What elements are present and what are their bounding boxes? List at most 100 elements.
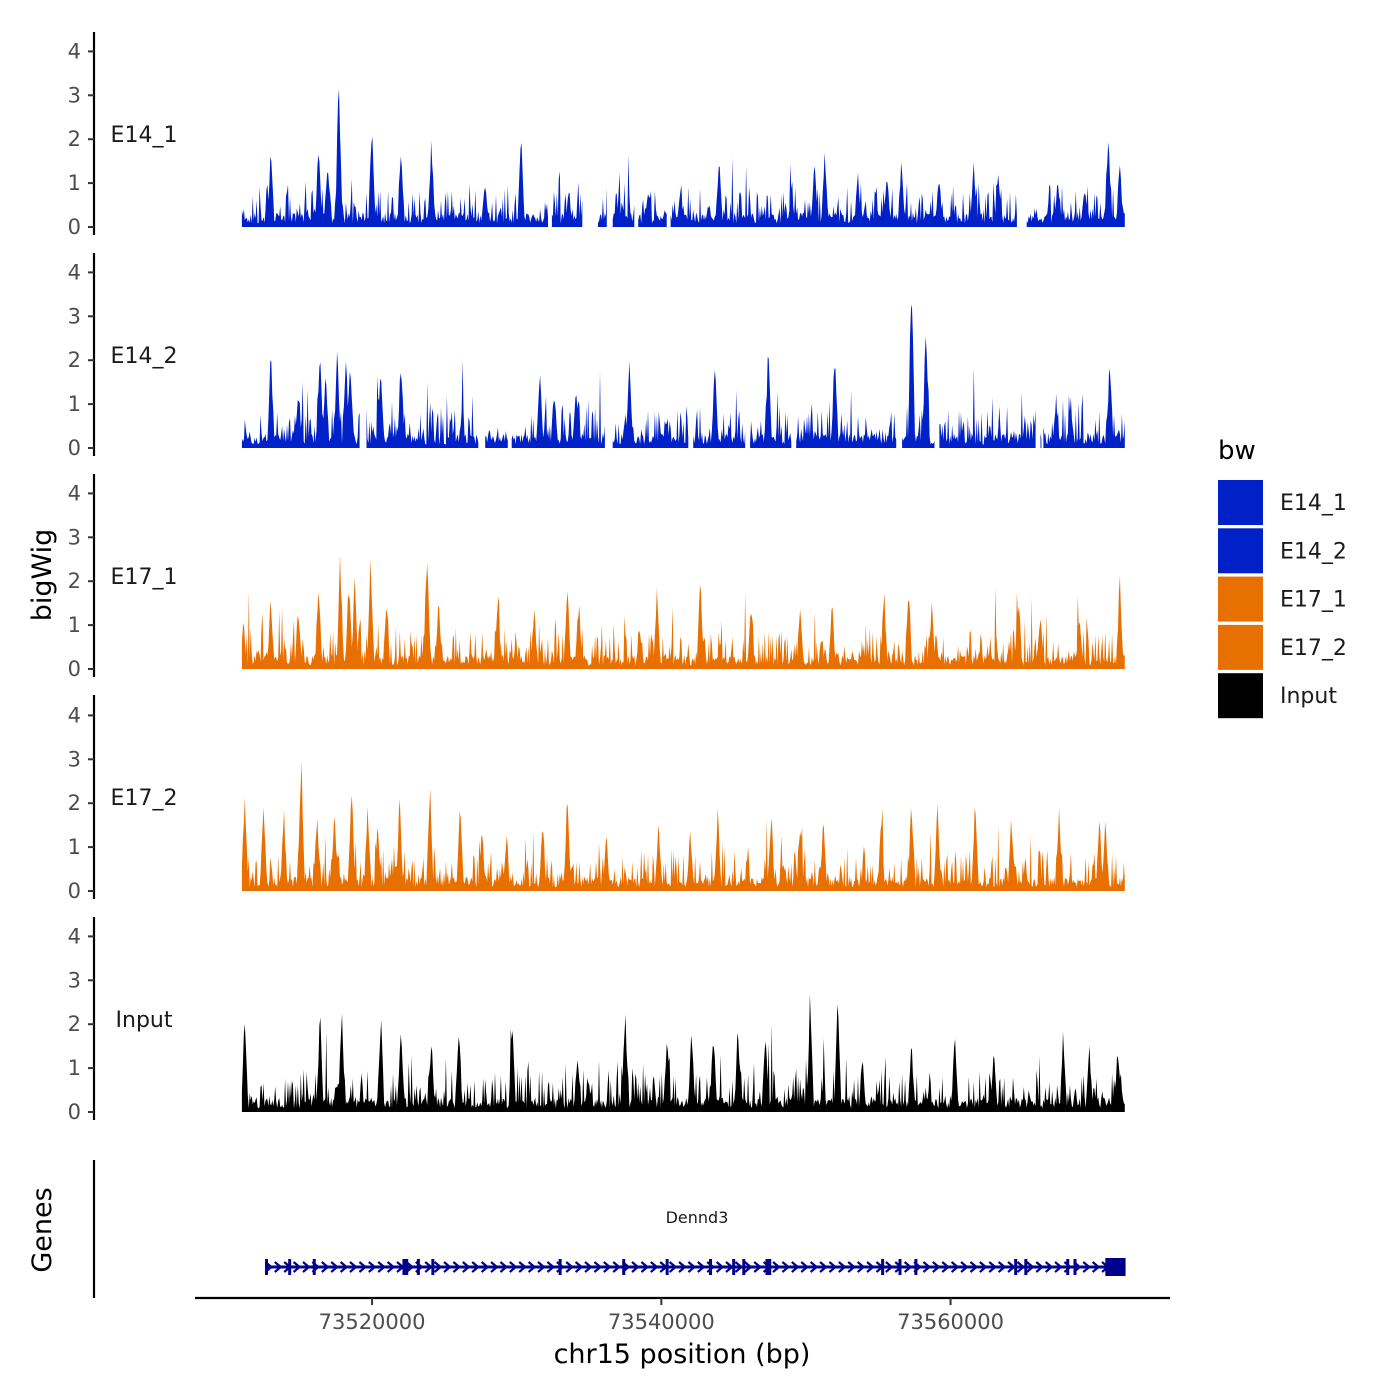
strand-arrow [452, 1261, 462, 1273]
legend-key [1218, 528, 1263, 574]
y-tick-label: 1 [68, 1056, 81, 1080]
strand-arrow [979, 1261, 988, 1273]
legend: bw E14_1 E14_2 E17_1 E17_2 Input [1218, 436, 1347, 719]
y-tick-label: 3 [68, 304, 81, 328]
track-input: 0 1 2 3 4 Input [68, 917, 1125, 1124]
gene-exon [665, 1259, 669, 1275]
gene-exon [1105, 1258, 1126, 1276]
coverage-area [612, 361, 689, 448]
y-tick-label: 2 [68, 569, 81, 593]
coverage-area [693, 370, 746, 448]
y-tick-label: 2 [68, 348, 81, 372]
strand-arrow [791, 1261, 800, 1273]
strand-arrow [856, 1261, 866, 1273]
track-e14-1: 0 1 2 3 4 E14_1 [68, 32, 1125, 239]
strand-arrow [377, 1261, 386, 1273]
gene-exon [402, 1259, 409, 1275]
y-tick-label: 4 [68, 39, 81, 63]
strand-arrow [349, 1261, 358, 1273]
x-axis: 73520000 73540000 73560000 [195, 1296, 1170, 1334]
strand-arrow [678, 1261, 687, 1273]
coverage-area [1043, 368, 1125, 448]
strand-arrow [950, 1261, 960, 1273]
strand-arrow [866, 1261, 875, 1273]
strand-arrow [499, 1261, 509, 1273]
y-tick-label: 2 [68, 791, 81, 815]
y-tick-label: 4 [68, 924, 81, 948]
legend-key [1218, 576, 1263, 622]
strand-arrow [997, 1261, 1007, 1273]
y-tick-label: 0 [68, 215, 81, 239]
strand-arrow [1016, 1261, 1026, 1273]
strand-arrow [744, 1261, 753, 1273]
gene-exon [1073, 1259, 1077, 1275]
strand-arrow [885, 1261, 894, 1273]
strand-arrow [969, 1261, 979, 1273]
strand-arrow [922, 1261, 932, 1273]
gene-exon [431, 1259, 435, 1275]
coverage-tracks: 0 1 2 3 4 E14_1 0 1 2 3 4 E14_2 0 1 2 3 4 E17_1 0 1 2 3 4 E17_2… [68, 32, 1125, 1124]
strand-arrow [321, 1261, 330, 1273]
strand-arrow [386, 1261, 396, 1273]
track-label: Input [116, 1008, 173, 1033]
strand-arrow [734, 1261, 744, 1273]
strand-arrow [1035, 1261, 1044, 1273]
y-tick-label: 1 [68, 392, 81, 416]
track-e17-1: 0 1 2 3 4 E17_1 [68, 474, 1125, 681]
strand-arrow [546, 1261, 556, 1273]
coverage-area [485, 427, 508, 448]
x-tick-label: 73560000 [897, 1310, 1004, 1334]
y-tick-label: 2 [68, 127, 81, 151]
strand-arrow [462, 1261, 471, 1273]
strand-arrow [1044, 1261, 1054, 1273]
strand-arrow [781, 1261, 791, 1273]
strand-arrow [753, 1261, 762, 1273]
coverage-area [551, 171, 583, 227]
strand-arrow [480, 1261, 490, 1273]
gene-exon [312, 1259, 316, 1275]
x-axis-title: chr15 position (bp) [554, 1339, 811, 1370]
strand-arrow [941, 1261, 950, 1273]
strand-arrow [640, 1261, 650, 1273]
legend-label: E17_2 [1280, 636, 1347, 661]
track-e14-2: 0 1 2 3 4 E14_2 [68, 253, 1125, 460]
strand-arrow [988, 1261, 997, 1273]
strand-arrow [292, 1261, 302, 1273]
y-tick-label: 0 [68, 1100, 81, 1124]
y-tick-label: 3 [68, 968, 81, 992]
legend-label: E14_1 [1280, 491, 1347, 516]
y-tick-label: 1 [68, 613, 81, 637]
strand-arrow [509, 1261, 518, 1273]
strand-arrow [424, 1261, 433, 1273]
legend-key [1218, 480, 1263, 525]
coverage-area [241, 554, 1125, 669]
legend-key [1218, 673, 1263, 719]
strand-arrow [800, 1261, 809, 1273]
strand-arrow [565, 1261, 574, 1273]
strand-arrow [828, 1261, 838, 1273]
gene-name: Dennd3 [666, 1208, 729, 1227]
legend-label: Input [1280, 684, 1337, 709]
strand-arrow [527, 1261, 537, 1273]
strand-arrow [772, 1261, 781, 1273]
gene-exon [881, 1259, 885, 1275]
strand-arrow [960, 1261, 969, 1273]
strand-arrow [715, 1261, 725, 1273]
y-tick-label: 4 [68, 703, 81, 727]
coverage-area [511, 371, 605, 448]
gene-exon [288, 1259, 292, 1275]
y-tick-label: 1 [68, 171, 81, 195]
y-tick-label: 3 [68, 525, 81, 549]
legend-label: E14_2 [1280, 539, 1347, 564]
strand-arrow [697, 1261, 706, 1273]
coverage-area [1040, 433, 1042, 448]
strand-arrow [574, 1261, 584, 1273]
track-e17-2: 0 1 2 3 4 E17_2 [68, 695, 1125, 903]
strand-arrow [903, 1261, 913, 1273]
strand-arrow [725, 1261, 734, 1273]
strand-arrow [1082, 1261, 1091, 1273]
legend-key [1218, 624, 1263, 670]
genes-track-title: Genes [27, 1187, 58, 1272]
strand-arrow [368, 1261, 377, 1273]
y-tick-label: 3 [68, 83, 81, 107]
